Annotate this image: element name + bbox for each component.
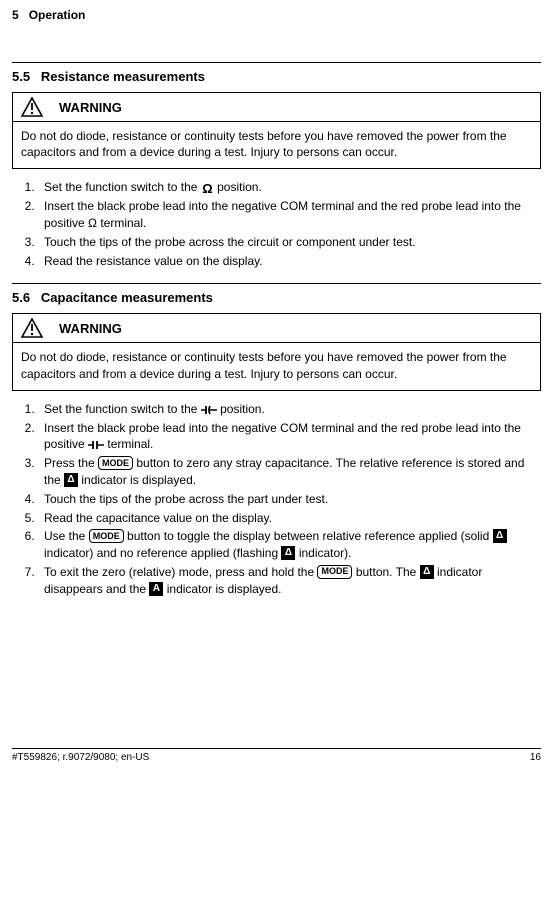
- warning-header: WARNING: [13, 314, 540, 343]
- list-item: Set the function switch to the Ω positio…: [38, 179, 541, 196]
- svg-text:Ω: Ω: [202, 182, 212, 195]
- warning-body: Do not do diode, resistance or continuit…: [13, 122, 540, 168]
- list-item: Touch the tips of the probe across the p…: [38, 491, 541, 508]
- page: 5 Operation 5.5 Resistance measurements …: [0, 0, 553, 775]
- list-item: Read the resistance value on the display…: [38, 253, 541, 270]
- rule: [12, 283, 541, 284]
- capacitor-icon: [88, 439, 104, 451]
- warning-box: WARNING Do not do diode, resistance or c…: [12, 313, 541, 390]
- chapter-title: Operation: [29, 8, 86, 22]
- delta-icon: Δ: [64, 473, 78, 487]
- warning-box: WARNING Do not do diode, resistance or c…: [12, 92, 541, 169]
- list-item: Set the function switch to the position.: [38, 401, 541, 418]
- steps-list: Set the function switch to the position.…: [12, 401, 541, 598]
- section-title-text: Resistance measurements: [41, 69, 205, 84]
- warning-label: WARNING: [59, 321, 122, 336]
- mode-button-icon: MODE: [317, 565, 352, 579]
- page-footer: #T559826; r.9072/9080; en-US 16: [12, 748, 541, 763]
- section-heading: 5.5 Resistance measurements: [12, 69, 541, 84]
- footer-left: #T559826; r.9072/9080; en-US: [12, 752, 149, 763]
- mode-button-icon: MODE: [98, 456, 133, 470]
- chapter-number: 5: [12, 8, 19, 22]
- a-icon: A: [149, 582, 163, 596]
- list-item: Use the MODE button to toggle the displa…: [38, 528, 541, 562]
- rule: [12, 62, 541, 63]
- capacitor-icon: [201, 404, 217, 416]
- footer-page-number: 16: [530, 752, 541, 763]
- warning-body: Do not do diode, resistance or continuit…: [13, 343, 540, 389]
- section-number: 5.6: [12, 290, 30, 305]
- delta-icon: Δ: [420, 565, 434, 579]
- omega-icon: Ω: [201, 182, 214, 195]
- list-item: To exit the zero (relative) mode, press …: [38, 564, 541, 598]
- page-header: 5 Operation: [12, 8, 541, 62]
- section-number: 5.5: [12, 69, 30, 84]
- warning-label: WARNING: [59, 100, 122, 115]
- list-item: Insert the black probe lead into the neg…: [38, 198, 541, 232]
- list-item: Read the capacitance value on the displa…: [38, 510, 541, 527]
- section-title-text: Capacitance measurements: [41, 290, 213, 305]
- delta-icon: Δ: [493, 529, 507, 543]
- list-item: Touch the tips of the probe across the c…: [38, 234, 541, 251]
- warning-icon: [21, 318, 43, 338]
- section-heading: 5.6 Capacitance measurements: [12, 290, 541, 305]
- list-item: Insert the black probe lead into the neg…: [38, 420, 541, 454]
- mode-button-icon: MODE: [89, 529, 124, 543]
- warning-icon: [21, 97, 43, 117]
- delta-icon: Δ: [281, 546, 295, 560]
- steps-list: Set the function switch to the Ω positio…: [12, 179, 541, 269]
- list-item: Press the MODE button to zero any stray …: [38, 455, 541, 489]
- warning-header: WARNING: [13, 93, 540, 122]
